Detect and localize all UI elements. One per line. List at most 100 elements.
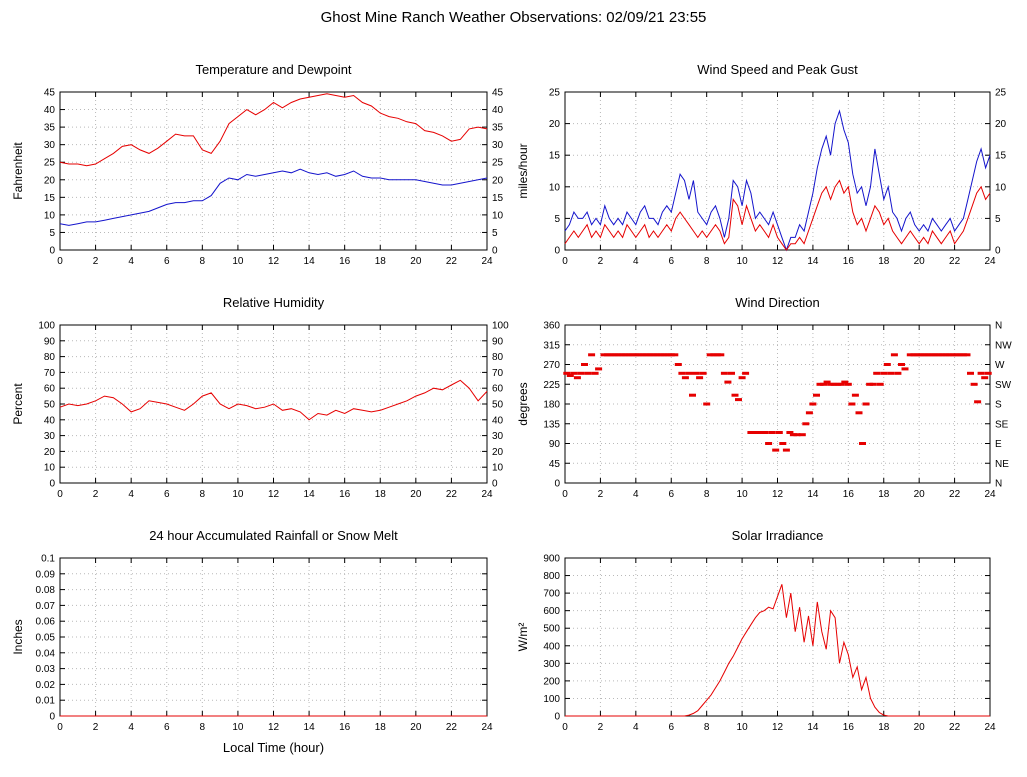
x-tick-label: 0 [57,256,63,267]
scatter-dash-wind-direction [866,382,874,386]
x-tick-label: 12 [772,256,784,267]
x-tick-label: 24 [481,256,493,267]
scatter-dash-wind-direction [758,431,766,434]
y-tick-label-right: 45 [492,88,504,99]
y-tick-label: 0 [554,246,560,257]
y-tick-label-right: 40 [492,105,504,116]
y-tick-label-right: 80 [492,352,504,363]
chart-title: Temperature and Dewpoint [195,62,351,77]
series-dewpoint [59,168,488,226]
y-tick-label-right: 40 [492,415,504,426]
scatter-dash-wind-direction [802,422,810,426]
y-tick-label: 60 [44,384,56,395]
chart-temperature-dewpoint: 0 0 5 5 10 10 15 15 20 20 25 25 30 30 35 35 40 40 45 45 0 2 4 6… [0,52,515,306]
scatter-dash-wind-direction [570,371,578,375]
scatter-dash-wind-direction [577,371,585,375]
scatter-dash-wind-direction [809,402,817,406]
scatter-dash-wind-direction [685,371,693,375]
scatter-dash-wind-direction [731,393,739,397]
scatter-dash-wind-direction [678,371,686,375]
scatter-dash-wind-direction [696,376,704,380]
x-tick-label: 4 [128,489,134,500]
y-tick-label-right: 35 [492,123,504,134]
y-tick-label: 80 [44,352,56,363]
x-tick-label: 0 [57,489,63,500]
chart-title: 24 hour Accumulated Rainfall or Snow Mel… [149,528,398,543]
scatter-dash-wind-direction [935,353,943,357]
y-tick-label-right: 50 [492,400,504,411]
chart-title: Solar Irradiance [732,528,824,543]
y-axis-label: Fahrenheit [11,142,25,200]
x-tick-label: 20 [914,722,926,733]
plot-frame [59,324,488,484]
x-tick-label: 14 [304,722,316,733]
scatter-dash-wind-direction [625,353,633,357]
x-tick-label: 16 [339,722,351,733]
y-tick-label-right: W [995,360,1005,371]
y-tick-label-right: 5 [492,228,498,239]
x-tick-label: 6 [668,256,674,267]
chart-rainfall: 0 0.01 0.02 0.03 0.04 0.05 0.06 0.07 0.08 0.09 0.1… [0,518,515,772]
y-tick-label-right: N [995,321,1002,332]
y-tick-label: 0.06 [36,617,56,628]
y-tick-label: 900 [543,554,560,565]
x-tick-label: 22 [949,256,961,267]
scatter-dash-wind-direction [573,376,581,380]
y-axis-label: miles/hour [516,143,530,198]
x-tick-label: 20 [410,722,422,733]
chart-wind-speed-gust: 0 0 5 5 10 10 15 15 20 20 25 25 0 2 4 6 8 10 12 14 16 18 20 22 2… [512,52,1027,306]
scatter-dash-wind-direction [671,353,679,357]
y-tick-label-right: 10 [492,210,504,221]
scatter-dash-wind-direction [793,433,801,437]
scatter-dash-wind-direction [782,448,790,452]
plot-frame [59,91,488,251]
y-tick-label-right: 10 [995,182,1007,193]
y-tick-label: 300 [543,659,560,670]
y-tick-label: 10 [44,463,56,474]
y-tick-label: 100 [38,321,55,332]
scatter-dash-wind-direction [970,382,978,386]
y-tick-label: 315 [543,340,560,351]
y-tick-label: 20 [549,119,561,130]
scatter-dash-wind-direction [883,363,891,366]
x-tick-label: 18 [878,256,890,267]
series-temperature [59,93,488,167]
y-tick-label: 500 [543,624,560,635]
scatter-dash-wind-direction [827,382,835,386]
x-tick-label: 20 [410,489,422,500]
scatter-dash-wind-direction [674,363,682,366]
x-tick-label: 20 [914,489,926,500]
scatter-dash-wind-direction [607,353,615,357]
y-tick-label-right: S [995,400,1002,411]
y-tick-label-right: 60 [492,384,504,395]
y-axis-label: degrees [516,382,530,425]
scatter-dash-wind-direction [632,353,640,357]
scatter-dash-wind-direction [775,431,783,434]
scatter-dash-wind-direction [851,393,859,397]
x-tick-label: 6 [668,489,674,500]
y-tick-label-right: NW [995,340,1012,351]
x-tick-label: 6 [164,722,170,733]
x-tick-label: 14 [807,256,819,267]
y-tick-label-right: NE [995,459,1009,470]
scatter-dash-wind-direction [717,353,725,357]
x-tick-label: 0 [57,722,63,733]
y-tick-label-right: 0 [492,479,498,490]
rainfall-canvas: 0 0.01 0.02 0.03 0.04 0.05 0.06 0.07 0.08 0.09 0.1… [11,528,493,755]
scatter-dash-wind-direction [692,371,700,375]
y-tick-label: 0.01 [36,696,56,707]
x-tick-label: 20 [914,256,926,267]
y-tick-label: 360 [543,321,560,332]
scatter-dash-wind-direction [761,431,769,434]
x-tick-label: 0 [562,256,568,267]
chart-title: Relative Humidity [223,295,325,310]
x-tick-label: 16 [843,489,855,500]
x-tick-label: 24 [984,722,996,733]
x-tick-label: 4 [633,256,639,267]
page-title: Ghost Mine Ranch Weather Observations: 0… [320,9,707,26]
scatter-dash-wind-direction [928,353,936,357]
x-tick-label: 2 [598,489,604,500]
y-tick-label-right: SW [995,380,1012,391]
